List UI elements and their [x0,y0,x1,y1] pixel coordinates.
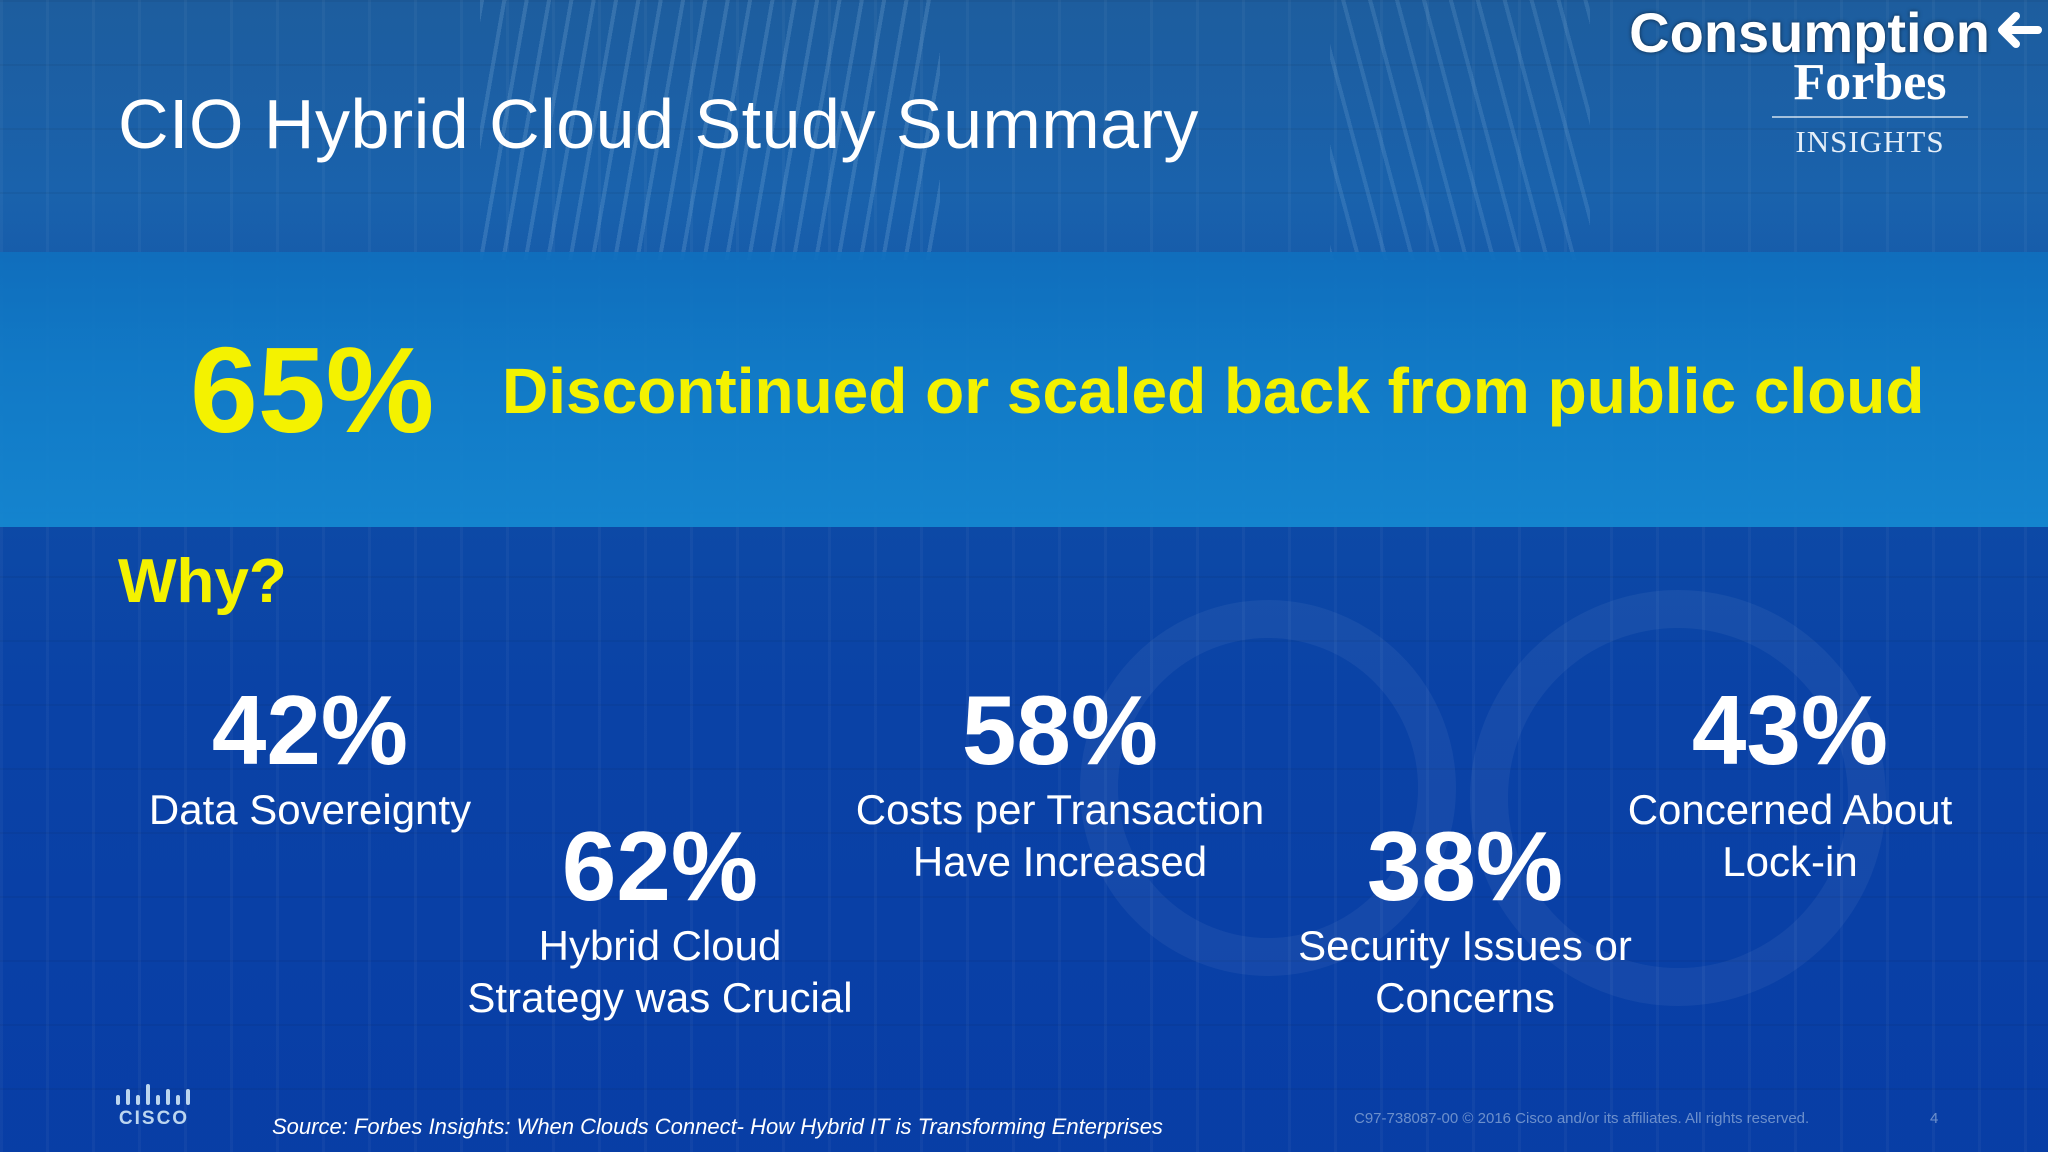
forbes-logo-word: Forbes [1793,54,1947,111]
stat-costs-per-transaction: 58% Costs per Transaction Have Increased [810,676,1310,888]
stat-percent: 42% [211,675,409,785]
stat-label: Hybrid Cloud Strategy was Crucial [467,922,853,1021]
stat-lock-in: 43% Concerned About Lock-in [1580,676,2000,888]
source-note: Source: Forbes Insights: When Clouds Con… [272,1114,1163,1139]
arrow-left-icon[interactable] [1992,4,2044,56]
headline-text: Discontinued or scaled back from public … [502,355,1925,427]
forbes-insights-logo: Forbes INSIGHTS [1760,56,1980,160]
stat-percent: 38% [1366,811,1564,921]
stat-percent: 58% [961,675,1159,785]
slide-title: CIO Hybrid Cloud Study Summary [118,85,1199,163]
cisco-bars-icon [116,1084,190,1105]
background-cables [1330,0,1590,260]
stat-percent: 43% [1691,675,1889,785]
stat-data-sovereignty: 42% Data Sovereignty [110,676,510,836]
stat-label: Concerned About Lock-in [1627,786,1953,885]
stat-security-issues: 38% Security Issues or Concerns [1250,812,1680,1024]
stat-label: Costs per Transaction Have Increased [855,786,1265,885]
forbes-logo-sub: INSIGHTS [1772,116,1968,160]
headline-band [0,252,2048,527]
cisco-logo: CISCO [112,1082,196,1130]
why-label: Why? [118,547,287,616]
consumption-tag[interactable]: Consumption [1629,0,1990,65]
headline-percent: 65% [190,322,435,458]
page-number: 4 [1930,1110,1939,1127]
stat-hybrid-strategy: 62% Hybrid Cloud Strategy was Crucial [420,812,900,1024]
stat-percent: 62% [561,811,759,921]
consumption-tag-label: Consumption [1629,1,1990,64]
cisco-logo-word: CISCO [118,1108,190,1129]
copyright-notice: C97-738087-00 © 2016 Cisco and/or its af… [1354,1110,1810,1127]
stat-label: Security Issues or Concerns [1298,922,1632,1021]
stat-label: Data Sovereignty [148,786,472,833]
